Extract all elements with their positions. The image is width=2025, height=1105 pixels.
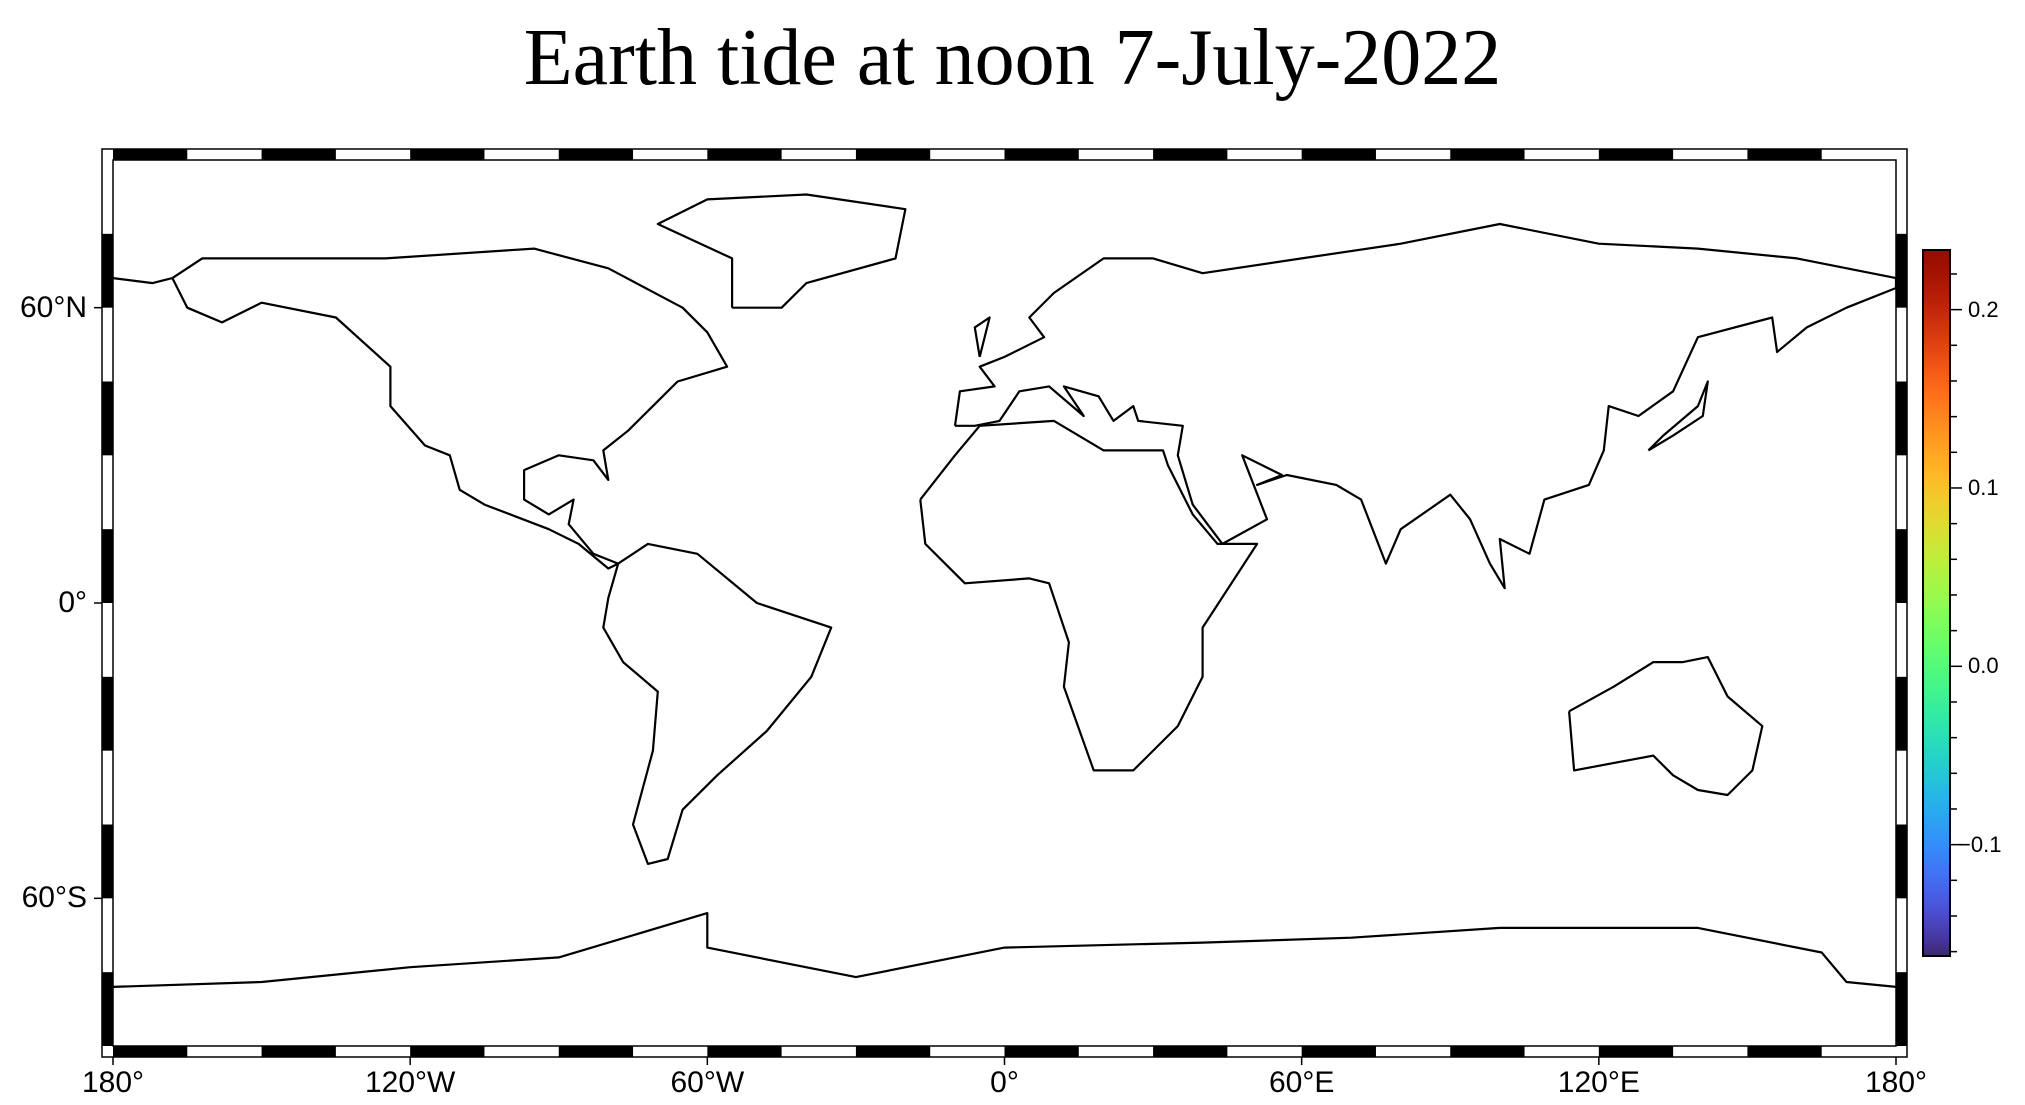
y-tick-label: 60°N: [19, 290, 87, 324]
x-tick-label: 60°W: [670, 1066, 745, 1099]
coastline: [973, 316, 991, 358]
y-tick-label: 60°S: [21, 881, 87, 915]
frame-segment: [1747, 1046, 1822, 1057]
frame-segment: [102, 824, 113, 899]
x-tick-label: 120°W: [364, 1066, 456, 1099]
frame-segment: [102, 529, 113, 603]
y-tick-label: 0°: [58, 586, 87, 619]
frame-segment: [410, 149, 485, 160]
frame-segment: [102, 972, 113, 1046]
frame-segment: [1153, 149, 1228, 160]
x-tick-label: 180°: [81, 1066, 145, 1099]
frame-segment: [1896, 676, 1907, 751]
x-tick-label: 0°: [990, 1066, 1019, 1099]
colorbar-tick-label: −0.1: [1958, 831, 2002, 857]
frame-segment: [1301, 1046, 1376, 1057]
frame-segment: [855, 1046, 931, 1057]
frame-segment: [261, 149, 336, 160]
frame-segment: [102, 676, 113, 751]
frame-segment: [1896, 381, 1907, 456]
chart-title: Earth tide at noon 7-July-2022: [523, 14, 1502, 102]
frame-segment: [1004, 1046, 1079, 1057]
frame-segment: [1598, 149, 1674, 160]
map-border: [112, 159, 1897, 1047]
colorbar-tick-label: 0.1: [1968, 474, 1999, 500]
frame-segment: [707, 1046, 782, 1057]
frame-segment: [1153, 1046, 1228, 1057]
frame-segment: [1896, 233, 1907, 308]
frame-segment: [1004, 149, 1079, 160]
frame-segment: [1450, 149, 1525, 160]
map-frame: [101, 148, 1908, 1058]
colorbar-tick-label: 0.0: [1968, 653, 1999, 679]
coastline: [171, 247, 729, 570]
frame-segment: [113, 149, 188, 160]
frame-segment: [410, 1046, 485, 1057]
frame-segment: [102, 233, 113, 308]
frame-segment: [102, 381, 113, 456]
frame-segment: [558, 149, 634, 160]
colorbar: [1922, 249, 1951, 957]
x-tick-label: 60°E: [1268, 1066, 1335, 1099]
coastline: [602, 542, 833, 866]
coastline: [1568, 655, 1764, 797]
frame-segment: [113, 1046, 188, 1057]
x-tick-label: 120°E: [1557, 1066, 1640, 1099]
frame-segment: [707, 149, 782, 160]
x-tick-label: 180°: [1864, 1066, 1928, 1099]
frame-segment: [1450, 1046, 1525, 1057]
frame-segment: [1301, 149, 1376, 160]
coastline: [953, 222, 1898, 590]
frame-segment: [261, 1046, 336, 1057]
frame-segment: [1598, 1046, 1674, 1057]
frame-segment: [558, 1046, 634, 1057]
coastline: [112, 911, 1897, 988]
coastline: [1647, 380, 1709, 452]
frame-segment: [1896, 824, 1907, 899]
frame-segment: [1747, 149, 1822, 160]
coastline: [919, 419, 1259, 772]
frame-segment: [1896, 972, 1907, 1046]
coastline: [112, 277, 173, 285]
colorbar-tick-label: 0.2: [1968, 296, 1999, 322]
coastline: [656, 193, 907, 309]
frame-segment: [1896, 529, 1907, 603]
frame-segment: [855, 149, 931, 160]
